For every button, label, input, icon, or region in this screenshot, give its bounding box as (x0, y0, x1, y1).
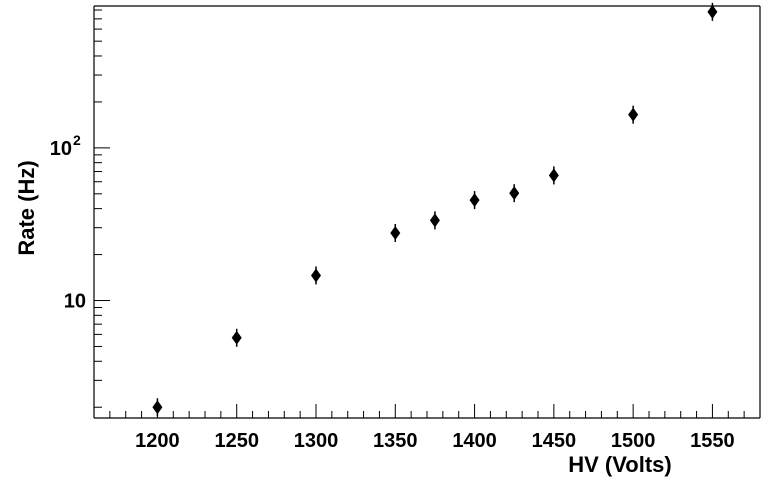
data-point (311, 268, 321, 283)
data-point (231, 330, 242, 345)
y-tick-label: 10 (64, 291, 86, 313)
x-tick-label: 1400 (452, 430, 497, 452)
data-point (429, 213, 440, 228)
x-tick-label: 1200 (135, 430, 180, 452)
data-points (152, 2, 718, 417)
data-point (390, 225, 401, 240)
plot-frame (93, 5, 761, 419)
data-point (548, 168, 559, 183)
data-point (469, 193, 480, 208)
y-axis-title: Rate (Hz) (14, 160, 39, 255)
x-axis-ticks: 1200 1250 1300 1350 1400 1450 1500 1550 (93, 404, 761, 452)
x-tick-label: 1500 (611, 430, 656, 452)
x-tick-label: 1250 (214, 430, 259, 452)
x-tick-label: 1450 (532, 430, 577, 452)
y-tick-label: 10 (50, 138, 72, 160)
x-axis-title: HV (Volts) (568, 452, 671, 477)
y-tick-exponent: 2 (73, 132, 81, 148)
x-tick-label: 1350 (373, 430, 418, 452)
data-point (628, 107, 639, 122)
x-tick-label: 1300 (294, 430, 339, 452)
data-point (152, 400, 163, 415)
data-point (707, 4, 718, 19)
data-point (509, 186, 520, 201)
x-tick-label: 1550 (690, 430, 735, 452)
